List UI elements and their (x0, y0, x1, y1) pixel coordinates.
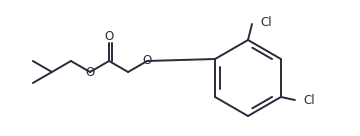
Text: O: O (85, 66, 95, 78)
Text: Cl: Cl (303, 94, 315, 106)
Text: Cl: Cl (260, 16, 272, 29)
Text: O: O (143, 55, 152, 67)
Text: O: O (104, 30, 114, 44)
